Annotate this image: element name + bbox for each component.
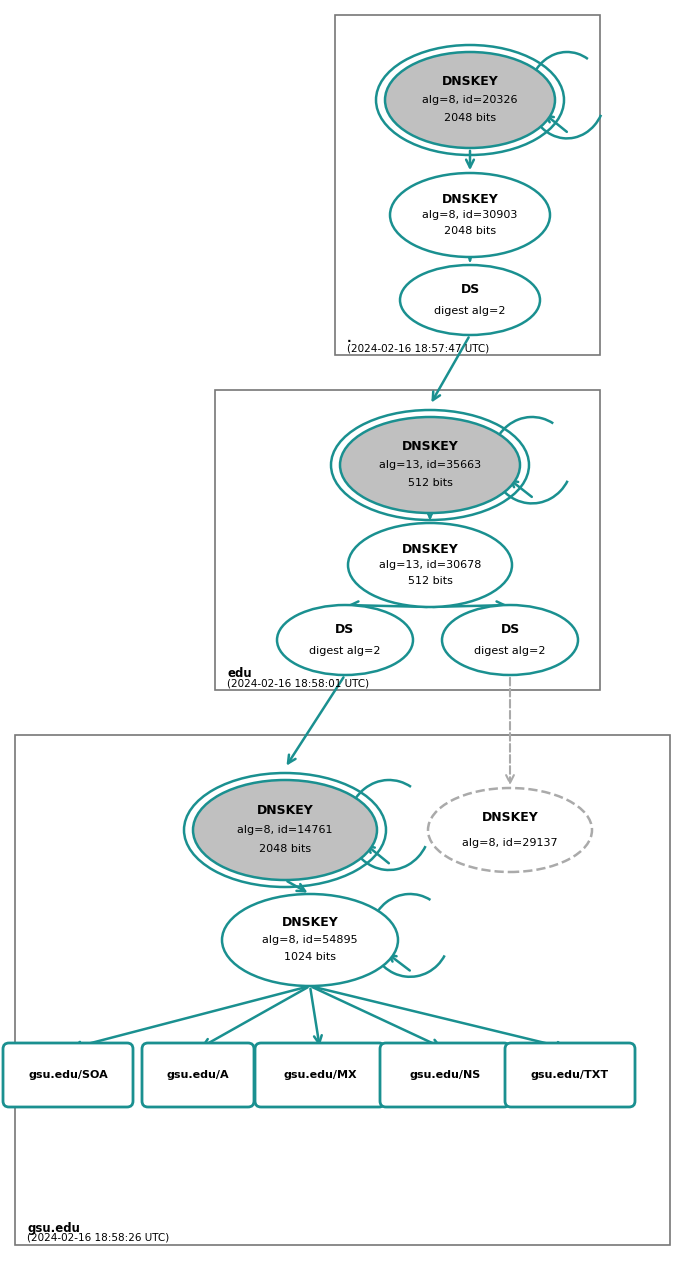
Text: 512 bits: 512 bits [408, 576, 453, 585]
Text: alg=8, id=30903: alg=8, id=30903 [422, 210, 518, 220]
Ellipse shape [340, 417, 520, 512]
Text: alg=13, id=35663: alg=13, id=35663 [379, 460, 481, 470]
Text: gsu.edu/TXT: gsu.edu/TXT [531, 1070, 609, 1080]
Ellipse shape [428, 789, 592, 872]
Text: alg=8, id=54895: alg=8, id=54895 [262, 935, 358, 944]
Text: DNSKEY: DNSKEY [442, 193, 498, 206]
Text: gsu.edu/MX: gsu.edu/MX [283, 1070, 357, 1080]
FancyBboxPatch shape [142, 1043, 254, 1107]
Ellipse shape [400, 265, 540, 335]
FancyBboxPatch shape [255, 1043, 385, 1107]
Text: (2024-02-16 18:58:01 UTC): (2024-02-16 18:58:01 UTC) [227, 679, 369, 688]
Text: digest alg=2: digest alg=2 [310, 645, 381, 656]
Ellipse shape [348, 523, 512, 607]
Text: DNSKEY: DNSKEY [401, 440, 458, 454]
FancyBboxPatch shape [215, 390, 600, 690]
Text: DNSKEY: DNSKEY [401, 543, 458, 556]
Text: 2048 bits: 2048 bits [444, 114, 496, 123]
FancyBboxPatch shape [15, 735, 670, 1245]
FancyBboxPatch shape [505, 1043, 635, 1107]
Text: alg=8, id=29137: alg=8, id=29137 [462, 837, 558, 847]
Text: DNSKEY: DNSKEY [282, 916, 339, 929]
Text: (2024-02-16 18:58:26 UTC): (2024-02-16 18:58:26 UTC) [27, 1233, 169, 1243]
Ellipse shape [193, 780, 377, 881]
Text: DNSKEY: DNSKEY [482, 812, 538, 824]
Text: 512 bits: 512 bits [408, 478, 453, 488]
Text: gsu.edu/A: gsu.edu/A [167, 1070, 229, 1080]
Text: gsu.edu: gsu.edu [27, 1222, 80, 1235]
Text: DS: DS [335, 622, 354, 636]
Text: gsu.edu/NS: gsu.edu/NS [409, 1070, 481, 1080]
Text: DNSKEY: DNSKEY [256, 804, 314, 818]
Text: alg=8, id=14761: alg=8, id=14761 [237, 826, 333, 835]
Text: alg=8, id=20326: alg=8, id=20326 [422, 95, 518, 105]
Text: digest alg=2: digest alg=2 [474, 645, 546, 656]
Text: DS: DS [500, 622, 520, 636]
Text: gsu.edu/SOA: gsu.edu/SOA [28, 1070, 108, 1080]
FancyBboxPatch shape [380, 1043, 510, 1107]
Ellipse shape [222, 895, 398, 987]
Text: digest alg=2: digest alg=2 [434, 305, 506, 316]
Text: 2048 bits: 2048 bits [259, 843, 311, 854]
Text: edu: edu [227, 667, 252, 680]
Ellipse shape [277, 604, 413, 675]
Text: (2024-02-16 18:57:47 UTC): (2024-02-16 18:57:47 UTC) [347, 343, 489, 353]
Ellipse shape [442, 604, 578, 675]
Text: DS: DS [460, 282, 480, 296]
Text: alg=13, id=30678: alg=13, id=30678 [379, 560, 481, 570]
Text: .: . [347, 332, 352, 345]
FancyBboxPatch shape [3, 1043, 133, 1107]
Ellipse shape [390, 173, 550, 257]
FancyBboxPatch shape [335, 15, 600, 355]
Ellipse shape [385, 52, 555, 148]
Text: 2048 bits: 2048 bits [444, 226, 496, 236]
Text: 1024 bits: 1024 bits [284, 952, 336, 962]
Text: DNSKEY: DNSKEY [442, 75, 498, 88]
